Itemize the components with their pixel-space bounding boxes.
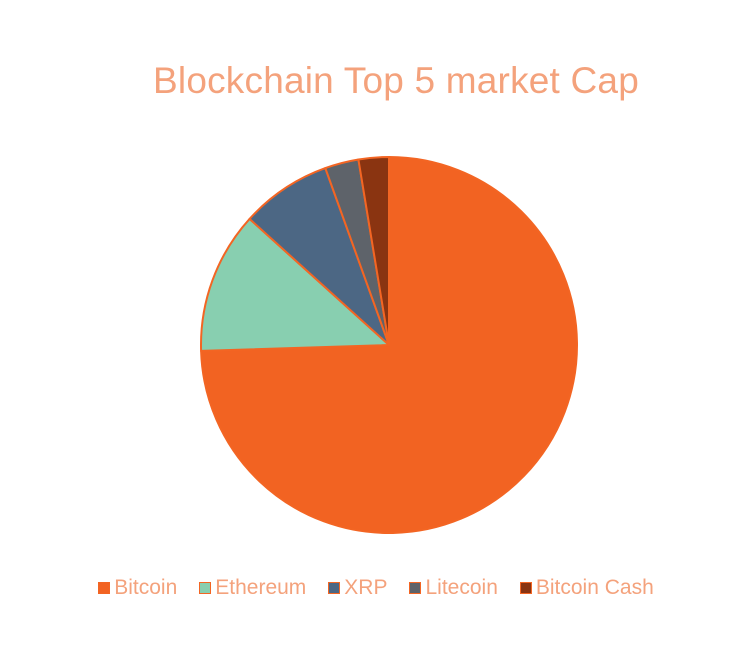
legend-swatch bbox=[519, 582, 532, 594]
pie-slice-xrp bbox=[248, 167, 390, 346]
legend-label: Litecoin bbox=[425, 576, 498, 599]
chart-title: Blockchain Top 5 market Cap bbox=[153, 60, 639, 101]
legend-item-bitcoin-cash: Bitcoin Cash bbox=[519, 576, 654, 600]
legend-label: Ethereum bbox=[215, 576, 307, 599]
legend-label: Bitcoin Cash bbox=[535, 576, 654, 599]
chart-legend: Bitcoin Ethereum XRP Litecoin Bitcoin Cash bbox=[0, 576, 752, 600]
legend-label: Bitcoin bbox=[114, 576, 178, 599]
pie-slice-bitcoin-cash bbox=[357, 155, 390, 346]
legend-item-litecoin: Litecoin bbox=[409, 576, 498, 600]
legend-swatch bbox=[409, 582, 422, 594]
legend-swatch bbox=[98, 582, 111, 594]
legend-item-ethereum: Ethereum bbox=[199, 576, 306, 600]
legend-swatch bbox=[328, 582, 341, 594]
legend-item-bitcoin: Bitcoin bbox=[98, 576, 177, 600]
legend-swatch bbox=[199, 582, 212, 594]
legend-item-xrp: XRP bbox=[328, 576, 387, 600]
legend-label: XRP bbox=[344, 576, 388, 599]
pie-slice-ethereum bbox=[200, 217, 390, 352]
